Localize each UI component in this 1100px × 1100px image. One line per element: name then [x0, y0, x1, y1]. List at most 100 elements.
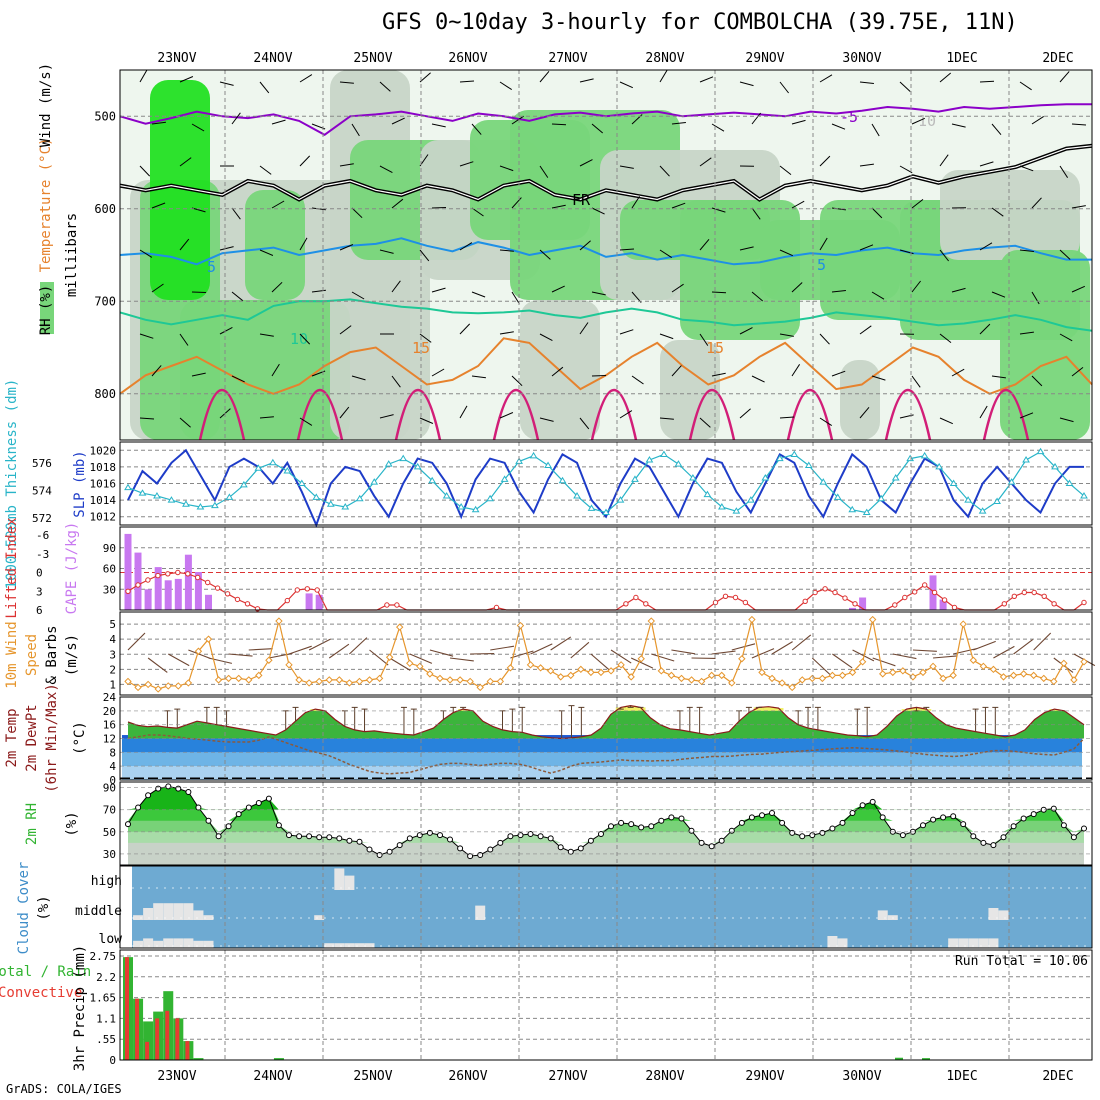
slp-tick-label: 1012 [90, 511, 117, 524]
lifted-point [633, 594, 639, 601]
wind-barb [591, 291, 606, 296]
thickness-point [1007, 478, 1016, 485]
wind-barb-10m [651, 653, 675, 662]
wind-barb [471, 375, 486, 379]
cloud-bar-low [203, 940, 214, 948]
rh-point [376, 852, 383, 858]
wind-barb-10m [1033, 632, 1052, 651]
wind-speed-point [335, 676, 344, 684]
temp-max-cap [458, 709, 469, 711]
wind-barb [511, 197, 522, 209]
wind-barb [751, 112, 761, 125]
thickness-point [399, 454, 408, 462]
lifted-point [135, 582, 141, 588]
wind-speed-point [919, 668, 927, 677]
wind-barb [831, 123, 846, 130]
cape-bar [939, 599, 947, 610]
wind-barb [739, 327, 753, 335]
slp-label: SLP (mb) [72, 450, 88, 517]
wind-barb [659, 249, 672, 259]
wind-barb [259, 333, 274, 337]
date-label-bottom: 28NOV [645, 1069, 684, 1084]
wind-barb [591, 207, 605, 215]
thickness-point [891, 473, 900, 481]
rh-point [336, 835, 343, 842]
wind-tick-label: 3 [109, 648, 116, 661]
precip-convective-bar [135, 998, 140, 1060]
wind-speed-point [144, 680, 152, 689]
lifted-point [832, 589, 838, 596]
thickness-point [819, 478, 828, 485]
wind-barb [471, 207, 484, 217]
rh-point [608, 823, 614, 830]
wind-barb [659, 69, 668, 83]
wind-speed-point [798, 676, 806, 684]
wind-speed-point [1070, 676, 1078, 684]
thickness-point [544, 461, 552, 469]
wind-barb [619, 329, 634, 335]
wind-speed-point [214, 676, 223, 684]
wind-barb [459, 242, 473, 251]
lifted-point [284, 597, 290, 604]
wind-speed-point [124, 677, 132, 686]
wind-speed-point [868, 615, 877, 624]
wind-barb-10m [449, 657, 474, 662]
thickness-point [239, 480, 248, 488]
wind-speed-point [597, 668, 605, 677]
rh-point [265, 795, 272, 802]
dewpoint-line [127, 734, 1085, 775]
wind-speed-point [325, 676, 333, 684]
wind-speed-point [899, 667, 907, 675]
rh-point [748, 814, 755, 821]
rh-point [698, 839, 705, 846]
temp-frame [119, 696, 1093, 781]
rh-point [205, 817, 212, 824]
wind-barb [179, 157, 192, 167]
wind-barb [1059, 71, 1070, 83]
wind-speed-point [999, 673, 1008, 681]
cape-bar [174, 578, 182, 610]
wind-speed-point [707, 671, 716, 680]
wind-speed-point [989, 665, 998, 674]
contour-label: 5 [817, 256, 826, 274]
date-label-bottom: 26NOV [448, 1069, 487, 1084]
wind-speed-point [858, 658, 867, 666]
wind-speed-point [969, 656, 978, 664]
temp-max-cap [753, 707, 764, 711]
rh-frame [119, 781, 1093, 866]
thickness-tick-label: 576 [32, 457, 52, 470]
wind-barb [431, 368, 445, 377]
thickness-point [1036, 447, 1045, 455]
thickness-point [1051, 462, 1059, 470]
wind-barb [259, 165, 272, 175]
thickness-point [790, 450, 799, 457]
rh-point [507, 833, 514, 840]
lifted-point [384, 602, 390, 608]
temp-contour-10 [119, 298, 1093, 332]
lifted-point [931, 589, 938, 596]
wind-barb [819, 237, 828, 251]
dewpoint-band [122, 752, 1082, 767]
wind-barb [539, 165, 549, 178]
rh-point [779, 819, 786, 826]
wind-barb-10m [490, 645, 515, 651]
rh-point [970, 833, 977, 840]
wind-barb [979, 405, 988, 419]
wind-barb-10m [953, 648, 977, 655]
panel-frame [119, 69, 1093, 441]
cape-bar [164, 580, 172, 610]
lifted-point [1051, 601, 1057, 607]
wind-speed-point [234, 674, 243, 683]
wind-barb-10m [188, 649, 211, 660]
temp-label-line2: 2m DewPt [24, 704, 40, 771]
rh-point [326, 834, 333, 841]
cape-tick-label: 30 [103, 583, 116, 596]
temp-tick-label: 8 [109, 746, 116, 759]
wind-speed-point [395, 623, 404, 631]
lifted-point [1031, 589, 1037, 596]
rh-point [688, 827, 695, 834]
wind-barb [259, 249, 274, 256]
wind-barb [419, 333, 432, 343]
wind-barb [671, 202, 686, 209]
lifted-point [165, 571, 171, 577]
